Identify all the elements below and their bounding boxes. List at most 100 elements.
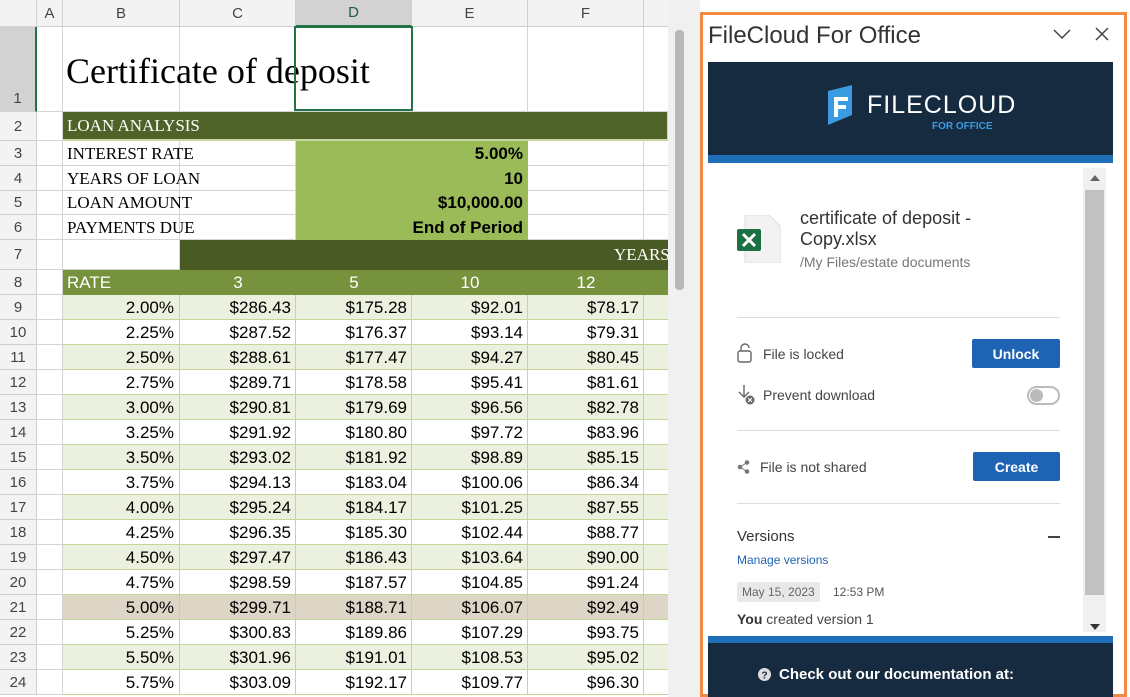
table-cell[interactable]: $80.45 [587, 347, 639, 367]
table-cell[interactable]: $289.71 [229, 372, 291, 392]
row-header[interactable]: 23 [0, 645, 37, 670]
table-cell[interactable]: $78.17 [587, 297, 639, 317]
row-header[interactable]: 17 [0, 495, 37, 520]
table-cell[interactable]: $101.25 [461, 497, 523, 517]
table-cell[interactable]: $291.92 [229, 422, 291, 442]
table-cell[interactable]: $175.28 [345, 297, 407, 317]
table-cell[interactable]: $293.02 [229, 447, 291, 467]
column-header[interactable] [644, 0, 668, 27]
column-header[interactable]: A [37, 0, 63, 27]
table-cell[interactable]: $96.56 [471, 397, 523, 417]
table-cell[interactable]: $180.80 [345, 422, 407, 442]
cell[interactable] [37, 270, 63, 295]
panel-controls[interactable] [1052, 26, 1114, 42]
cell[interactable] [37, 570, 63, 595]
cell[interactable] [180, 166, 296, 191]
row-header[interactable]: 24 [0, 670, 37, 695]
row-header[interactable]: 10 [0, 320, 37, 345]
table-cell[interactable]: $91.24 [587, 572, 639, 592]
table-cell[interactable]: $82.78 [587, 397, 639, 417]
table-cell[interactable]: $303.09 [229, 672, 291, 692]
table-cell[interactable]: 4.00% [125, 497, 174, 517]
table-cell[interactable]: 3.50% [125, 447, 174, 467]
row-header[interactable]: 18 [0, 520, 37, 545]
table-cell[interactable]: $87.55 [587, 497, 639, 517]
table-cell[interactable]: $187.57 [345, 572, 407, 592]
row-header[interactable]: 14 [0, 420, 37, 445]
table-cell[interactable]: $287.52 [229, 322, 291, 342]
table-cell[interactable]: $100.06 [461, 472, 523, 492]
table-cell[interactable]: 2.50% [125, 347, 174, 367]
row-header[interactable]: 6 [0, 215, 37, 240]
cell[interactable] [528, 191, 644, 215]
cell[interactable] [37, 595, 63, 620]
table-cell[interactable]: $90.00 [587, 547, 639, 567]
table-cell[interactable]: $300.83 [229, 622, 291, 642]
cell[interactable] [37, 240, 63, 270]
cell[interactable] [37, 470, 63, 495]
cell[interactable] [180, 191, 296, 215]
cell[interactable] [63, 240, 180, 270]
cell[interactable] [180, 215, 296, 240]
table-cell[interactable]: $188.71 [345, 597, 407, 617]
table-cell[interactable]: $296.35 [229, 522, 291, 542]
row-header[interactable]: 13 [0, 395, 37, 420]
column-header[interactable]: B [63, 0, 180, 27]
cell[interactable] [37, 112, 63, 141]
table-cell[interactable]: $93.14 [471, 322, 523, 342]
row-header[interactable]: 4 [0, 166, 37, 191]
table-cell[interactable]: $181.92 [345, 447, 407, 467]
cell[interactable] [37, 495, 63, 520]
row-header[interactable]: 1 [0, 27, 37, 112]
table-cell[interactable]: $79.31 [587, 322, 639, 342]
cell[interactable] [528, 141, 644, 166]
table-cell[interactable]: $189.86 [345, 622, 407, 642]
cell[interactable] [37, 295, 63, 320]
table-cell[interactable]: 2.75% [125, 372, 174, 392]
row-header[interactable]: 11 [0, 345, 37, 370]
cell[interactable] [37, 645, 63, 670]
table-cell[interactable]: $106.07 [461, 597, 523, 617]
table-cell[interactable]: $183.04 [345, 472, 407, 492]
column-header[interactable]: F [528, 0, 644, 27]
table-cell[interactable]: $299.71 [229, 597, 291, 617]
table-cell[interactable]: $179.69 [345, 397, 407, 417]
cell[interactable] [37, 320, 63, 345]
row-header[interactable]: 2 [0, 112, 37, 141]
scroll-arrows[interactable] [1088, 172, 1102, 632]
table-cell[interactable]: $93.75 [587, 622, 639, 642]
table-cell[interactable]: $88.77 [587, 522, 639, 542]
column-header[interactable]: D [296, 0, 412, 27]
table-cell[interactable]: $191.01 [345, 647, 407, 667]
table-cell[interactable]: $294.13 [229, 472, 291, 492]
cell[interactable] [37, 545, 63, 570]
cell[interactable] [63, 191, 180, 215]
cell[interactable] [37, 620, 63, 645]
table-cell[interactable]: 4.75% [125, 572, 174, 592]
table-cell[interactable]: 5.75% [125, 672, 174, 692]
row-header[interactable]: 19 [0, 545, 37, 570]
cell[interactable] [644, 27, 668, 112]
table-cell[interactable]: $81.61 [587, 372, 639, 392]
cell[interactable] [37, 166, 63, 191]
table-cell[interactable]: $95.41 [471, 372, 523, 392]
table-cell[interactable]: $176.37 [345, 322, 407, 342]
table-cell[interactable]: $298.59 [229, 572, 291, 592]
cell[interactable] [37, 215, 63, 240]
cell[interactable] [37, 420, 63, 445]
row-header[interactable]: 15 [0, 445, 37, 470]
cell[interactable] [644, 141, 668, 166]
prevent-toggle[interactable] [1027, 386, 1060, 405]
table-cell[interactable]: $102.44 [461, 522, 523, 542]
cell[interactable] [37, 445, 63, 470]
cell[interactable] [37, 191, 63, 215]
cell[interactable] [63, 166, 180, 191]
cell[interactable] [37, 27, 63, 112]
cell[interactable] [528, 166, 644, 191]
cell[interactable] [37, 370, 63, 395]
cell[interactable] [644, 191, 668, 215]
table-cell[interactable]: $185.30 [345, 522, 407, 542]
table-cell[interactable]: $96.30 [587, 672, 639, 692]
table-cell[interactable]: 2.25% [125, 322, 174, 342]
row-header[interactable]: 22 [0, 620, 37, 645]
